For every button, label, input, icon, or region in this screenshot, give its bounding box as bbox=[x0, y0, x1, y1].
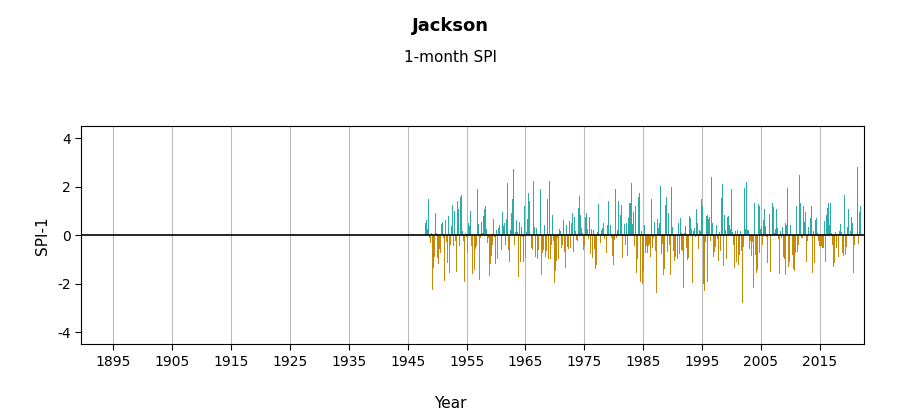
Text: 1-month SPI: 1-month SPI bbox=[403, 50, 497, 66]
Y-axis label: SPI-1: SPI-1 bbox=[35, 216, 50, 255]
Text: Year: Year bbox=[434, 396, 466, 411]
Text: Jackson: Jackson bbox=[411, 17, 489, 35]
